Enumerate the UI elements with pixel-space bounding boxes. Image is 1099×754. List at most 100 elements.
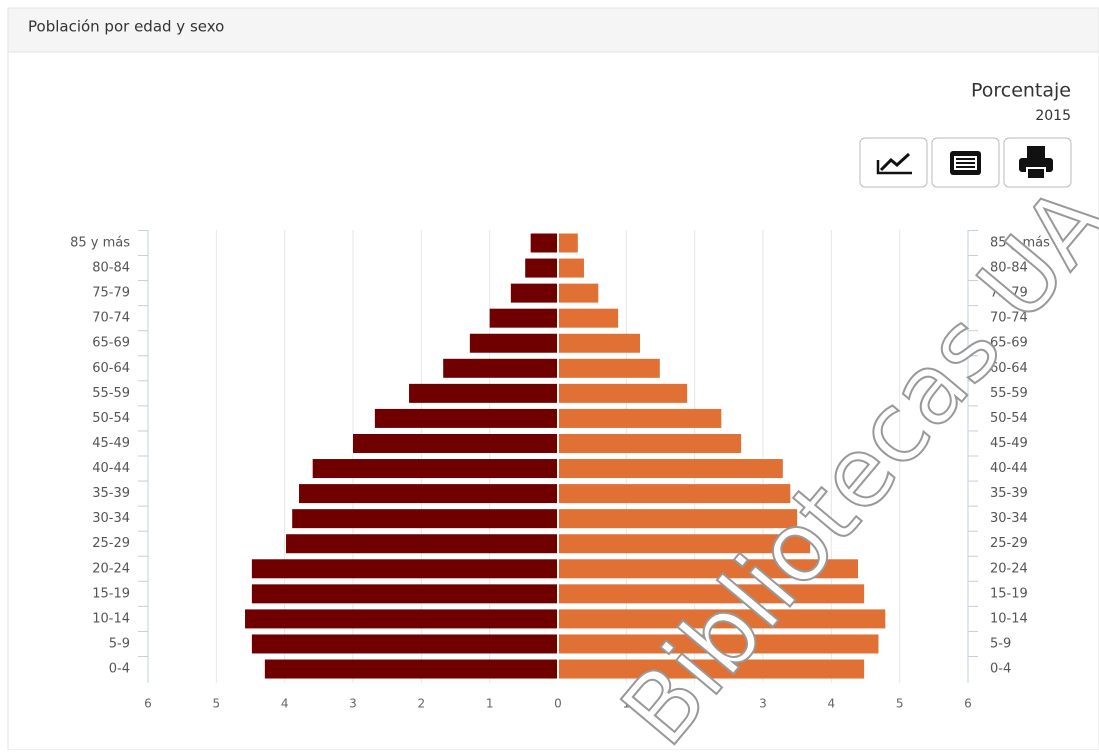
bar [558, 584, 865, 604]
bar [558, 358, 660, 378]
bar [251, 584, 558, 604]
bar [489, 308, 558, 328]
category-label: 55-59 [92, 386, 130, 401]
bar [292, 509, 558, 529]
bar [312, 459, 558, 479]
category-label: 20-24 [92, 561, 130, 576]
category-label: 60-64 [92, 361, 130, 376]
x-tick-label: 3 [759, 697, 767, 711]
category-label: 15-19 [92, 586, 130, 601]
category-label: 0-4 [990, 662, 1011, 677]
table-button[interactable] [931, 137, 1000, 188]
bar [558, 534, 811, 554]
category-label: 75-79 [990, 286, 1028, 301]
icon [1026, 167, 1046, 180]
chart-button[interactable] [859, 137, 928, 188]
bar [299, 484, 558, 504]
x-tick-label: 4 [828, 697, 836, 711]
x-tick-label: 1 [486, 697, 494, 711]
category-label: 60-64 [990, 361, 1028, 376]
bar [245, 609, 559, 629]
category-label: 45-49 [990, 436, 1028, 451]
bar [558, 308, 619, 328]
bar [558, 433, 742, 453]
icon [879, 152, 911, 172]
category-label: 35-39 [92, 486, 130, 501]
bar [251, 634, 558, 654]
category-label: 5-9 [109, 636, 130, 651]
panel-title: Población por edad y sexo [28, 18, 224, 36]
x-tick-label: 4 [281, 697, 289, 711]
category-label: 25-29 [990, 536, 1028, 551]
bar [353, 433, 558, 453]
category-label: 50-54 [990, 411, 1028, 426]
category-label: 75-79 [92, 286, 130, 301]
bar [558, 659, 865, 679]
chart-subtitle: 2015 [1035, 108, 1071, 124]
x-tick-label: 0 [554, 697, 562, 711]
bar [264, 659, 558, 679]
category-label: 80-84 [990, 261, 1028, 276]
category-label: 45-49 [92, 436, 130, 451]
category-label: 0-4 [109, 662, 130, 677]
x-tick-label: 6 [144, 697, 152, 711]
print-button[interactable] [1003, 137, 1072, 188]
category-label: 10-14 [990, 611, 1028, 626]
chart-title: Porcentaje [971, 80, 1071, 102]
icon [876, 160, 912, 175]
bar [510, 283, 558, 303]
category-label: 40-44 [92, 461, 130, 476]
icon [956, 158, 975, 168]
x-tick-label: 3 [349, 697, 357, 711]
bar [558, 459, 783, 479]
bar [530, 233, 558, 253]
bar [251, 559, 558, 579]
category-label: 70-74 [990, 311, 1028, 326]
category-label: 70-74 [92, 311, 130, 326]
x-tick-label: 5 [213, 697, 221, 711]
x-tick-label: 2 [418, 697, 426, 711]
bar [558, 484, 791, 504]
category-label: 20-24 [990, 561, 1028, 576]
bar [558, 609, 886, 629]
x-tick-label: 2 [691, 697, 699, 711]
category-label: 5-9 [990, 636, 1011, 651]
category-label: 30-34 [990, 511, 1028, 526]
category-label: 50-54 [92, 411, 130, 426]
bar [469, 333, 558, 353]
bar [558, 258, 584, 278]
bar [558, 559, 858, 579]
category-label: 85 y más [990, 236, 1050, 251]
category-label: 85 y más [70, 236, 130, 251]
bar [443, 358, 558, 378]
category-label: 25-29 [92, 536, 130, 551]
category-label: 55-59 [990, 386, 1028, 401]
bar [558, 283, 599, 303]
x-tick-label: 5 [896, 697, 904, 711]
category-label: 40-44 [990, 461, 1028, 476]
bar [558, 233, 578, 253]
category-label: 65-69 [990, 336, 1028, 351]
x-tick-label: 1 [623, 697, 631, 711]
bar [558, 634, 879, 654]
plot: 0 1 1 2 2 3 3 4 4 5 5 6 6 85 y más 80-84 75-79 70-74 65-6… [70, 229, 1050, 711]
bar [558, 509, 798, 529]
bar [286, 534, 558, 554]
category-label: 10-14 [92, 611, 130, 626]
category-label: 80-84 [92, 261, 130, 276]
bar [558, 383, 688, 403]
category-label: 15-19 [990, 586, 1028, 601]
x-tick-label: 6 [964, 697, 972, 711]
bar [525, 258, 558, 278]
bar [558, 408, 722, 428]
panel-header [7, 7, 1099, 53]
bar [409, 383, 558, 403]
category-label: 65-69 [92, 336, 130, 351]
bar [374, 408, 558, 428]
category-label: 35-39 [990, 486, 1028, 501]
icon [1027, 146, 1045, 158]
category-label: 30-34 [92, 511, 130, 526]
bar [558, 333, 640, 353]
